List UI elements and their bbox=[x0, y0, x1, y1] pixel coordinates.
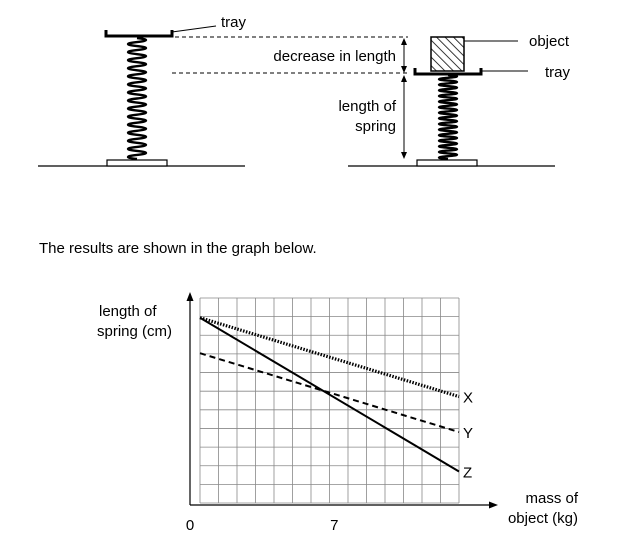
decrease-arrow-head-bottom bbox=[401, 66, 407, 73]
series-line-x bbox=[199, 316, 460, 399]
tray-right-label: tray bbox=[545, 64, 571, 81]
series-label-x: X bbox=[463, 390, 473, 407]
spring-coil bbox=[126, 36, 148, 161]
results-caption: The results are shown in the graph below… bbox=[39, 240, 317, 257]
tray-left-pointer bbox=[171, 25, 217, 33]
series-label-y: Y bbox=[463, 425, 473, 442]
spring-left bbox=[126, 36, 148, 161]
x-axis-label-line2: object (kg) bbox=[508, 510, 578, 527]
x-axis-label-line1: mass of bbox=[525, 490, 578, 507]
spring-coil bbox=[437, 73, 459, 161]
decrease-label: decrease in length bbox=[273, 48, 396, 65]
object-label: object bbox=[529, 33, 570, 50]
x-tick-label: 0 bbox=[186, 517, 194, 534]
length-label-line1: length of bbox=[338, 98, 396, 115]
y-axis-arrowhead bbox=[186, 292, 194, 301]
length-label-line2: spring bbox=[355, 118, 396, 135]
tray-left-label: tray bbox=[221, 14, 247, 31]
y-axis-label-line2: spring (cm) bbox=[97, 323, 172, 340]
series-line-z bbox=[199, 316, 460, 473]
object-block bbox=[430, 36, 465, 72]
x-tick-label: 7 bbox=[330, 517, 338, 534]
spring-base-right bbox=[416, 159, 478, 167]
spring-right bbox=[437, 73, 459, 161]
spring-base-left bbox=[106, 159, 168, 167]
x-axis-arrowhead bbox=[489, 501, 498, 509]
chart-series: X Y Z bbox=[199, 316, 473, 481]
length-arrow-head-bottom bbox=[401, 152, 407, 159]
y-axis-label-line1: length of bbox=[99, 303, 157, 320]
series-label-z: Z bbox=[463, 464, 472, 481]
series-line-y bbox=[199, 352, 460, 434]
apparatus-diagram: tray decrease in length length of spring… bbox=[38, 14, 571, 167]
decrease-arrow-head-top bbox=[401, 38, 407, 45]
length-arrow-head-top bbox=[401, 75, 407, 82]
tray-left bbox=[104, 30, 174, 38]
chart-grid bbox=[199, 297, 460, 504]
